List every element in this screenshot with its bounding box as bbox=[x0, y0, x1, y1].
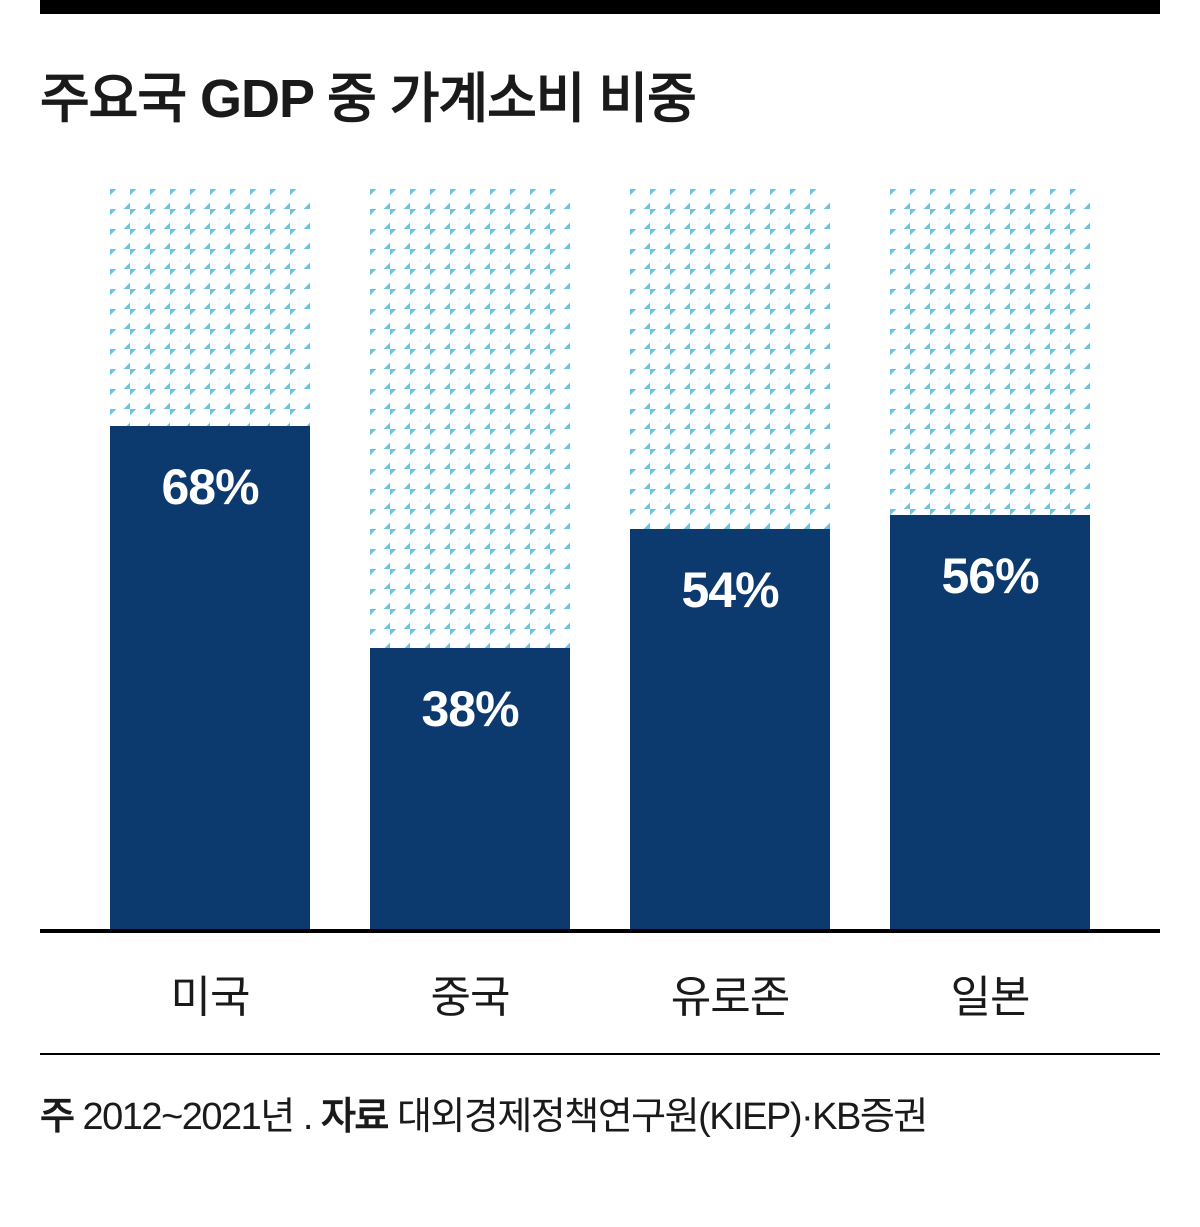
top-rule bbox=[40, 0, 1160, 14]
bar: 68% bbox=[110, 189, 310, 929]
chart-footer: 주 2012~2021년 . 자료 대외경제정책연구원(KIEP)·KB증권 bbox=[40, 1055, 1160, 1140]
bar-value-label: 56% bbox=[941, 547, 1038, 605]
chart-container: 주요국 GDP 중 가계소비 비중 68% 38% 54% 56% 미국 중국 유로존 일본… bbox=[0, 0, 1200, 1180]
bar-slot: 54% bbox=[630, 189, 830, 929]
chart-title: 주요국 GDP 중 가계소비 비중 bbox=[40, 54, 1160, 133]
bar-slot: 38% bbox=[370, 189, 570, 929]
chart-plot-area: 68% 38% 54% 56% bbox=[40, 193, 1160, 933]
bar-value-label: 38% bbox=[421, 680, 518, 738]
bar-remainder bbox=[630, 189, 830, 529]
source-label: 자료 bbox=[321, 1096, 388, 1138]
bar-remainder bbox=[370, 189, 570, 648]
x-axis-labels: 미국 중국 유로존 일본 bbox=[40, 933, 1160, 1055]
bar-value-segment: 54% bbox=[630, 529, 830, 929]
bar: 56% bbox=[890, 189, 1090, 929]
bar-slot: 56% bbox=[890, 189, 1090, 929]
x-axis-label: 일본 bbox=[890, 961, 1090, 1025]
footer-separator: . bbox=[303, 1096, 321, 1138]
bar: 38% bbox=[370, 189, 570, 929]
bar-remainder bbox=[110, 189, 310, 426]
note-text: 2012~2021년 bbox=[83, 1096, 294, 1138]
bar-remainder bbox=[890, 189, 1090, 515]
note-label: 주 bbox=[40, 1096, 73, 1138]
bar-value-label: 68% bbox=[161, 458, 258, 516]
bar-value-label: 54% bbox=[681, 561, 778, 619]
x-axis-label: 중국 bbox=[370, 961, 570, 1025]
x-axis-label: 유로존 bbox=[630, 961, 830, 1025]
x-axis-label: 미국 bbox=[110, 961, 310, 1025]
bar-value-segment: 68% bbox=[110, 426, 310, 929]
bar-value-segment: 56% bbox=[890, 515, 1090, 929]
bar-slot: 68% bbox=[110, 189, 310, 929]
source-text: 대외경제정책연구원(KIEP)·KB증권 bbox=[397, 1096, 927, 1138]
bar: 54% bbox=[630, 189, 830, 929]
bar-value-segment: 38% bbox=[370, 648, 570, 929]
